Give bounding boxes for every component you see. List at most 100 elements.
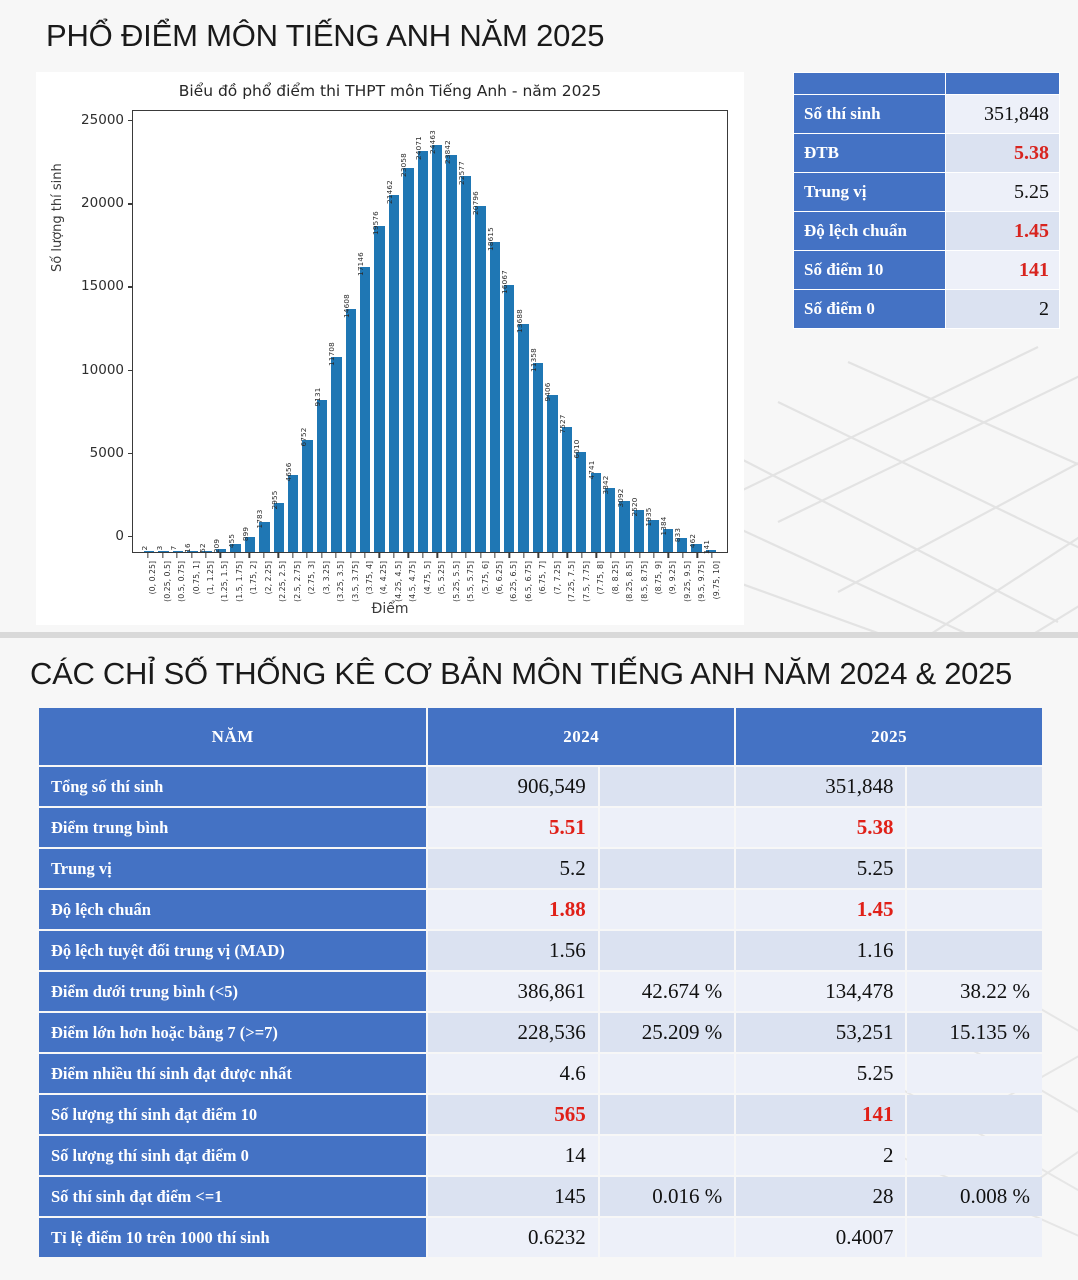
bar-slot: 23058	[399, 111, 415, 552]
section-title: CÁC CHỈ SỐ THỐNG KÊ CƠ BẢN MÔN TIẾNG ANH…	[30, 656, 1012, 691]
bar-slot: 24071	[414, 111, 430, 552]
x-axis-tick: (9, 9.25]	[661, 553, 677, 625]
bar-value-label: 1384	[658, 516, 668, 536]
chart-bar[interactable]: 462	[688, 534, 702, 552]
percent-2024	[599, 1218, 735, 1257]
value-2024: 1.56	[428, 931, 598, 970]
chart-bar[interactable]: 2520	[630, 498, 645, 552]
value-2025: 2	[736, 1136, 906, 1175]
x-axis-tick: (5.25, 5.5]	[444, 553, 461, 625]
y-axis-tick: 5000	[90, 445, 134, 461]
x-axis-tick: (8.25, 8.5]	[618, 553, 634, 625]
bar-value-label: 23842	[442, 140, 452, 165]
chart-bar[interactable]: 1935	[644, 507, 659, 552]
tick-mark	[494, 553, 496, 558]
bar-value-label: 6752	[298, 427, 308, 447]
summary-row: Số điểm 10 141	[793, 250, 1060, 290]
chart-bar[interactable]: 4741	[587, 461, 601, 552]
chart-bar[interactable]: 3842	[601, 476, 616, 552]
table-row-label: Điểm trung bình	[39, 808, 427, 847]
chart-bar[interactable]: 209	[212, 538, 227, 553]
summary-row-label: Độ lệch chuẩn	[793, 211, 946, 251]
chart-bar[interactable]: 7527	[558, 414, 573, 552]
chart-bar[interactable]: 23058	[399, 153, 414, 552]
value-2024: 4.6	[428, 1054, 598, 1093]
bar-slot: 2520	[630, 111, 646, 552]
chart-bar[interactable]: 7	[169, 546, 184, 552]
tick-mark	[176, 553, 178, 558]
chart-bar[interactable]: 16067	[500, 270, 515, 552]
chart-bar[interactable]: 21462	[385, 180, 400, 552]
table-row: Trung vị 5.2 5.25	[39, 849, 1042, 888]
chart-bar[interactable]: 9406	[543, 383, 558, 552]
chart-bar[interactable]: 2	[140, 546, 155, 552]
chart-bar[interactable]: 11708	[327, 342, 342, 552]
chart-bar[interactable]: 14608	[342, 294, 356, 552]
chart-bar[interactable]: 13688	[515, 309, 529, 552]
bar-value-label: 11358	[529, 348, 539, 372]
table-row-label: Số lượng thí sinh đạt điểm 0	[39, 1136, 427, 1175]
chart-bar[interactable]: 16	[183, 543, 198, 553]
percent-2024	[599, 767, 735, 806]
bar-slot: 19576	[371, 111, 386, 552]
chart-bar[interactable]: 3	[155, 546, 169, 552]
bar-value-label: 18615	[485, 227, 495, 252]
tick-mark	[161, 553, 164, 558]
percent-2025	[907, 931, 1042, 970]
chart-bar[interactable]: 1783	[255, 510, 270, 552]
tick-mark	[422, 553, 424, 558]
chart-bar[interactable]: 22577	[457, 161, 472, 552]
section-divider	[0, 632, 1078, 638]
percent-2024	[599, 808, 735, 847]
tick-mark	[610, 553, 612, 558]
chart-bar[interactable]: 19576	[371, 211, 385, 552]
chart-bar[interactable]: 11358	[529, 348, 544, 552]
bar-slot: 18615	[486, 111, 502, 552]
chart-bar[interactable]: 2955	[270, 490, 284, 552]
x-axis-tick: (6.75, 7]	[531, 553, 547, 625]
bar-slot: 209	[212, 111, 228, 553]
x-axis-tick: (1.5, 1.75]	[228, 553, 244, 625]
value-2024: 386,861	[428, 972, 598, 1011]
chart-bar[interactable]: 18615	[486, 227, 501, 552]
chart-bar[interactable]: 6010	[572, 439, 587, 552]
chart-bar[interactable]: 23842	[443, 140, 457, 552]
chart-bar[interactable]: 455	[227, 534, 241, 552]
percent-2025: 0.008 %	[907, 1177, 1042, 1216]
chart-bar[interactable]: 1384	[659, 516, 673, 552]
bar-value-label: 833	[673, 527, 683, 543]
chart-bar[interactable]: 24071	[414, 137, 428, 552]
chart-bar[interactable]: 6752	[299, 427, 313, 552]
chart-bar[interactable]: 3092	[616, 488, 630, 552]
value-2025: 1.45	[736, 890, 906, 929]
chart-bar[interactable]: 4656	[284, 462, 299, 552]
table-row: Điểm nhiều thí sinh đạt được nhất 4.6 5.25	[39, 1054, 1042, 1093]
tick-mark	[306, 553, 308, 558]
bar-slot: 3842	[601, 111, 617, 552]
bar-value-label: 20796	[471, 191, 481, 215]
percent-2024	[599, 931, 735, 970]
chart-bar[interactable]: 24463	[428, 130, 443, 552]
bar-value-label: 14608	[341, 293, 351, 318]
chart-bar[interactable]: 52	[198, 543, 212, 553]
x-axis-tick: (5, 5.25]	[430, 553, 446, 625]
table-row: Điểm trung bình 5.51 5.38	[39, 808, 1042, 847]
summary-row: Số thí sinh 351,848	[793, 94, 1060, 134]
chart-bar[interactable]: 833	[673, 528, 688, 552]
value-2025: 141	[736, 1095, 906, 1134]
bar-value-label: 23058	[399, 153, 409, 178]
bar-slot: 7	[169, 111, 185, 552]
value-2024: 906,549	[428, 767, 598, 806]
percent-2024: 42.674 %	[599, 972, 735, 1011]
chart-bar[interactable]: 141	[702, 539, 717, 554]
chart-bar[interactable]: 20796	[471, 191, 486, 552]
value-2024: 1.88	[428, 890, 598, 929]
chart-bar[interactable]: 17146	[356, 252, 371, 552]
chart-bar[interactable]: 899	[241, 527, 256, 552]
percent-2024: 25.209 %	[599, 1013, 735, 1052]
chart-bar[interactable]: 9131	[313, 388, 328, 552]
x-axis-tick: (7.25, 7.5]	[560, 553, 576, 625]
table-row: Độ lệch chuẩn 1.88 1.45	[39, 890, 1042, 929]
bar-slot: 3	[155, 111, 170, 552]
bar-value-label: 13688	[514, 309, 524, 334]
